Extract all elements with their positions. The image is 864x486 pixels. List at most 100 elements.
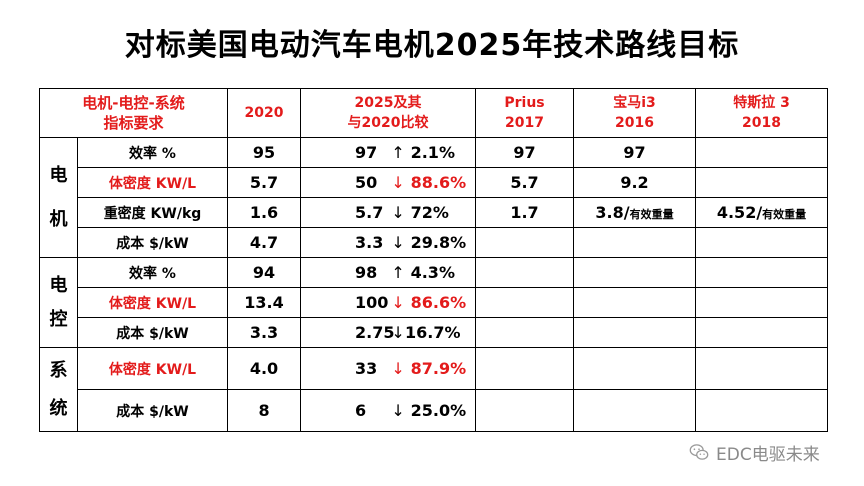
cell-2025: 97 ↑ 2.1% <box>300 137 477 168</box>
arrow-down-icon: ↓ <box>391 401 405 420</box>
header-bmw: 宝马i3 2016 <box>573 88 697 138</box>
wechat-icon <box>689 444 709 460</box>
table-row: 成本 $/kW 8 6 ↓ 25.0% <box>40 389 829 432</box>
cell-prius <box>475 389 575 432</box>
cell-bmw <box>573 287 697 318</box>
cell-prius <box>475 317 575 348</box>
cell-bmw <box>573 227 697 258</box>
header-bmw-line2: 2016 <box>615 115 654 131</box>
tesla-weight: 4.52/ <box>716 203 763 222</box>
cell-bmw <box>573 347 697 390</box>
value-2025: 3.3 <box>355 233 384 252</box>
arrow-up-icon: ↑ <box>391 263 405 282</box>
header-prius-line2: 2017 <box>505 115 544 131</box>
cell-2020: 4.7 <box>227 227 302 258</box>
row-label: 效率 % <box>76 257 229 288</box>
cell-prius <box>475 257 575 288</box>
change-value: 29.8% <box>410 233 467 252</box>
header-2020: 2020 <box>227 88 302 138</box>
header-tesla: 特斯拉 3 2018 <box>695 88 829 138</box>
cell-2020: 3.3 <box>227 317 302 348</box>
cell-prius: 97 <box>475 137 575 168</box>
header-metric: 电机-电控-系统 指标要求 <box>38 88 229 138</box>
cell-tesla <box>695 257 829 288</box>
cell-2020: 8 <box>227 389 302 432</box>
header-row: 电机-电控-系统 指标要求 2020 2025及其 与2020比较 Prius … <box>38 88 829 138</box>
cell-tesla <box>695 389 829 432</box>
cell-2020: 4.0 <box>227 347 302 390</box>
row-label: 体密度 KW/L <box>76 167 229 198</box>
cell-prius: 5.7 <box>475 167 575 198</box>
arrow-down-icon: ↓ <box>391 323 405 342</box>
group-motor: 电 机 <box>39 137 78 258</box>
cell-tesla <box>695 347 829 390</box>
cell-2025: 50 ↓ 88.6% <box>300 167 477 198</box>
header-bmw-line1: 宝马i3 <box>613 95 656 111</box>
row-label: 效率 % <box>76 137 229 168</box>
header-2025-line2: 与2020比较 <box>347 115 429 131</box>
cell-tesla <box>695 167 829 198</box>
arrow-down-icon: ↓ <box>391 233 405 252</box>
value-2025: 98 <box>355 263 378 282</box>
cell-tesla <box>695 137 829 168</box>
arrow-up-icon: ↑ <box>391 143 405 162</box>
change-value: 4.3% <box>410 263 455 282</box>
bmw-weight: 3.8/ <box>595 203 630 222</box>
value-2025: 97 <box>355 143 378 162</box>
change-value: 25.0% <box>410 401 467 420</box>
header-prius: Prius 2017 <box>475 88 575 138</box>
cell-2020: 1.6 <box>227 197 302 228</box>
table-row: 体密度 KW/L 5.7 50 ↓ 88.6% 5.7 9.2 <box>40 167 829 198</box>
cell-tesla <box>695 227 829 258</box>
cell-prius <box>475 287 575 318</box>
table-row: 重密度 KW/kg 1.6 5.7 ↓ 72% 1.7 3.8/有效重量 4.52… <box>40 197 829 228</box>
group-motor-char2: 机 <box>49 208 68 230</box>
cell-bmw: 97 <box>573 137 697 168</box>
table-row: 成本 $/kW 3.3 2.75↓16.7% <box>40 317 829 348</box>
header-2025: 2025及其 与2020比较 <box>300 88 477 138</box>
arrow-down-icon: ↓ <box>391 359 405 378</box>
value-2025: 5.7 <box>355 203 384 222</box>
comparison-table: 电机-电控-系统 指标要求 2020 2025及其 与2020比较 Prius … <box>38 88 829 432</box>
watermark: EDC电驱未来 <box>688 440 820 465</box>
cell-bmw <box>573 257 697 288</box>
group-system: 系 统 <box>39 347 78 432</box>
cell-prius <box>475 227 575 258</box>
cell-bmw: 9.2 <box>573 167 697 198</box>
row-label: 成本 $/kW <box>76 227 229 258</box>
group-controller-char1: 电 <box>49 274 68 296</box>
arrow-down-icon: ↓ <box>391 203 405 222</box>
cell-2025: 98 ↑ 4.3% <box>300 257 477 288</box>
row-label: 体密度 KW/L <box>76 347 229 390</box>
cell-2025: 6 ↓ 25.0% <box>300 389 477 432</box>
cell-2025: 5.7 ↓ 72% <box>300 197 477 228</box>
change-value: 87.9% <box>410 359 467 378</box>
table-row: 电 机 效率 % 95 97 ↑ 2.1% 97 97 <box>39 137 829 258</box>
cell-prius: 1.7 <box>475 197 575 228</box>
group-motor-char1: 电 <box>49 164 68 186</box>
cell-tesla <box>695 287 829 318</box>
value-2025: 50 <box>355 173 378 192</box>
cell-2025: 33 ↓ 87.9% <box>300 347 477 390</box>
arrow-down-icon: ↓ <box>391 173 405 192</box>
header-metric-line1: 电机-电控-系统 <box>82 94 185 112</box>
header-tesla-line1: 特斯拉 3 <box>733 95 790 111</box>
cell-2025: 2.75↓16.7% <box>300 317 477 348</box>
value-2025: 33 <box>355 359 378 378</box>
cell-2025: 100 ↓ 86.6% <box>300 287 477 318</box>
group-controller-char2: 控 <box>49 308 68 330</box>
header-metric-line2: 指标要求 <box>103 114 164 132</box>
table-row: 体密度 KW/L 13.4 100 ↓ 86.6% <box>40 287 829 318</box>
arrow-down-icon: ↓ <box>391 293 405 312</box>
page-title: 对标美国电动汽车电机2025年技术路线目标 <box>124 28 740 63</box>
group-system-char1: 系 <box>49 359 68 381</box>
row-label: 成本 $/kW <box>76 317 229 348</box>
cell-2025: 3.3 ↓ 29.8% <box>300 227 477 258</box>
row-label: 成本 $/kW <box>76 389 229 432</box>
value-2025: 100 <box>355 293 389 312</box>
header-2025-line1: 2025及其 <box>354 95 422 111</box>
change-value: 72% <box>410 203 449 222</box>
cell-2020: 95 <box>227 137 302 168</box>
row-label: 重密度 KW/kg <box>76 197 229 228</box>
table-row: 电 控 效率 % 94 98 ↑ 4.3% <box>39 257 829 348</box>
